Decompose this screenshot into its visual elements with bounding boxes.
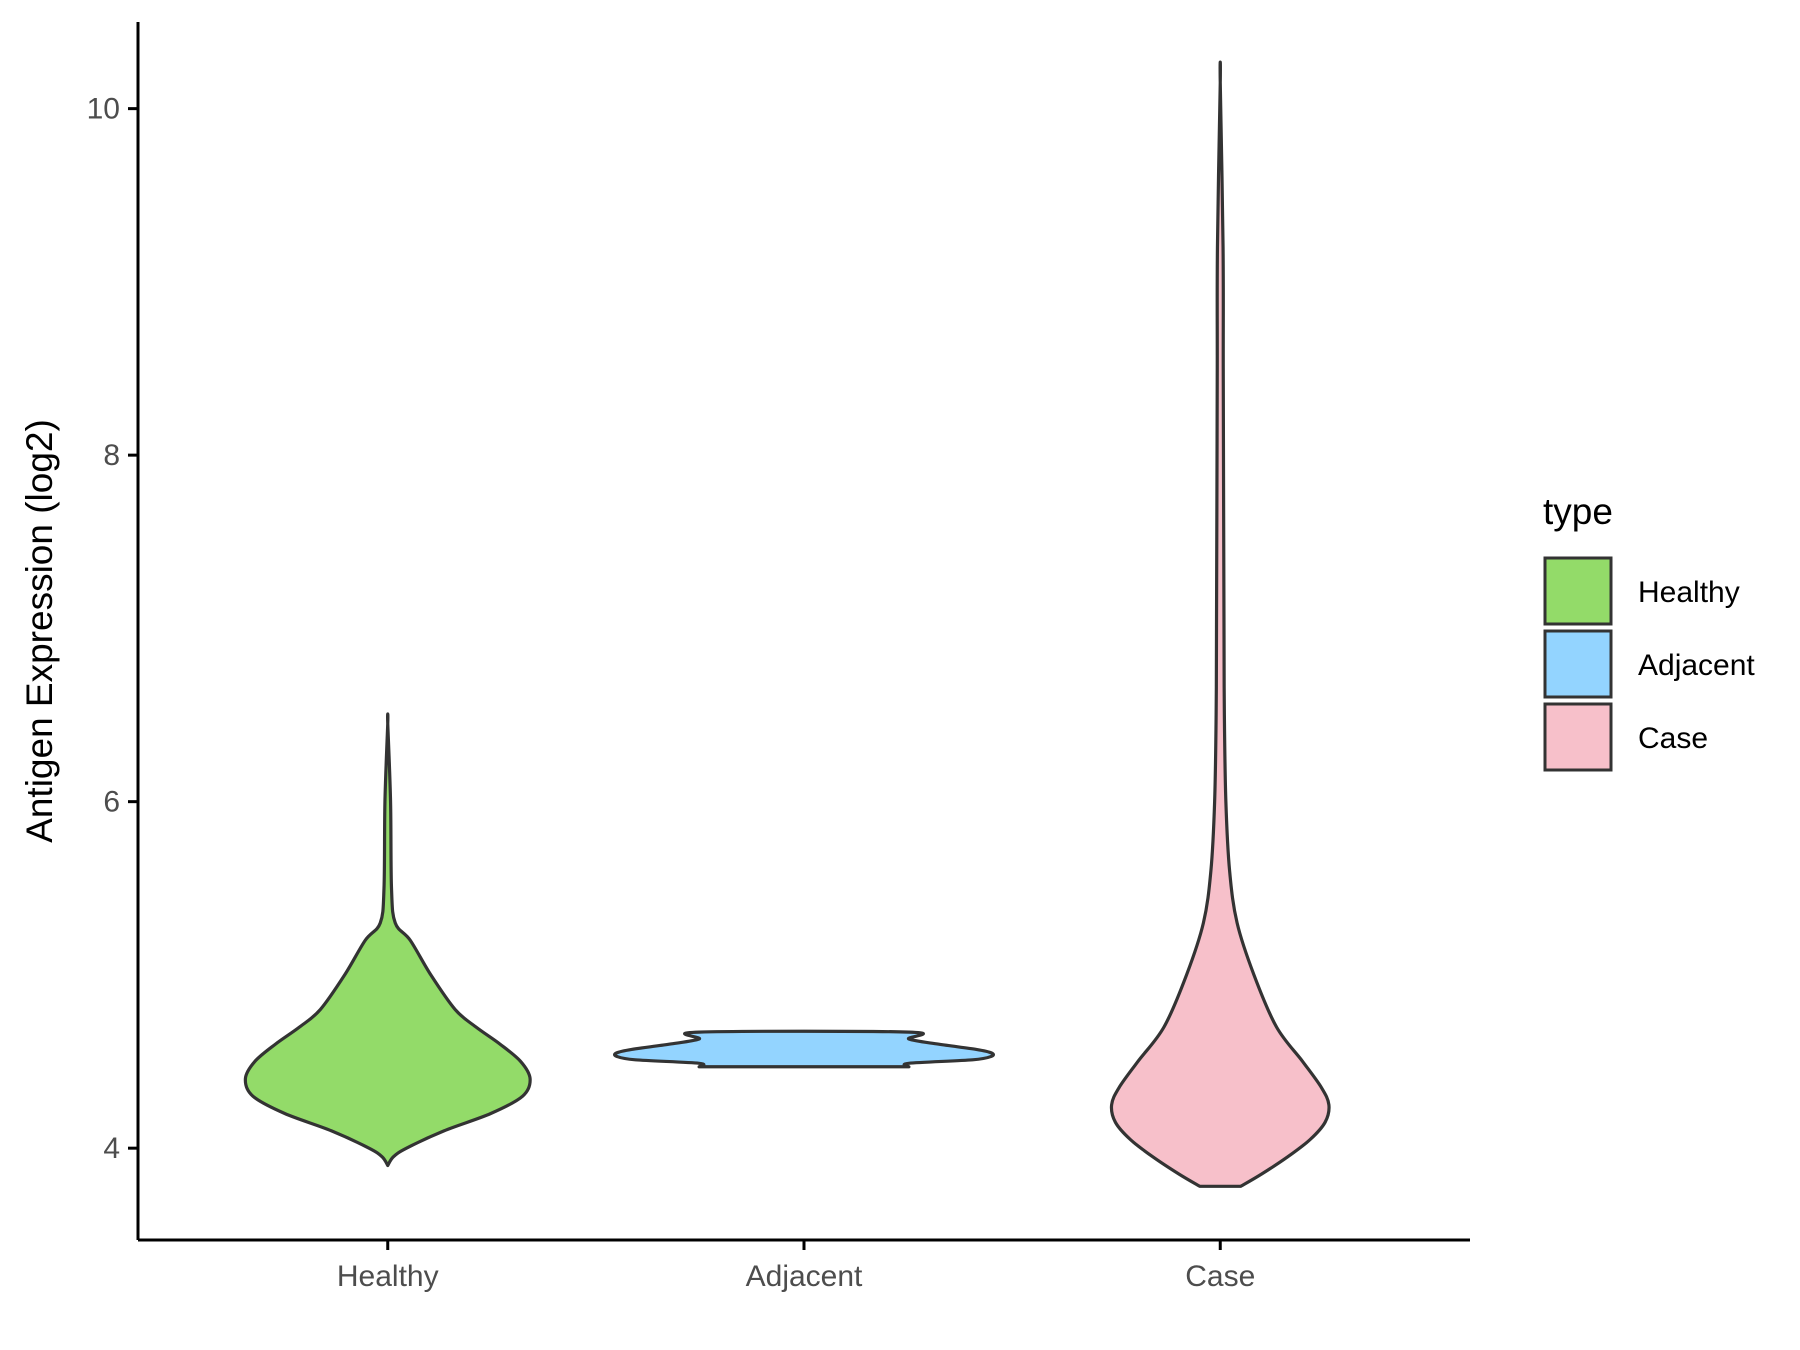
legend-key-case <box>1543 702 1613 772</box>
legend-label-case: Case <box>1638 722 1708 755</box>
legend-key-adjacent <box>1543 629 1613 699</box>
legend-key-healthy <box>1543 556 1613 626</box>
violin-adjacent <box>613 1029 995 1069</box>
legend-entries: Healthy Adjacent Case <box>1543 556 1755 772</box>
legend-title: type <box>1543 491 1613 532</box>
legend: type Healthy Adjacent Case <box>1543 491 1755 772</box>
violin-case <box>1109 60 1331 1188</box>
y-tick-label: 8 <box>103 439 120 472</box>
y-axis-ticks: 4 6 8 10 <box>87 93 138 1165</box>
y-axis-title: Antigen Expression (log2) <box>19 419 60 843</box>
x-axis-ticks: Healthy Adjacent Case <box>337 1240 1255 1293</box>
x-tick-label: Adjacent <box>746 1260 863 1293</box>
y-tick-label: 10 <box>87 93 120 126</box>
x-tick-label: Case <box>1185 1260 1255 1293</box>
y-tick-label: 4 <box>103 1132 120 1165</box>
x-tick-label: Healthy <box>337 1260 439 1293</box>
legend-label-healthy: Healthy <box>1638 576 1740 609</box>
violin-layer <box>243 60 1331 1188</box>
violin-healthy <box>243 712 532 1168</box>
legend-label-adjacent: Adjacent <box>1638 649 1755 682</box>
y-tick-label: 6 <box>103 786 120 819</box>
